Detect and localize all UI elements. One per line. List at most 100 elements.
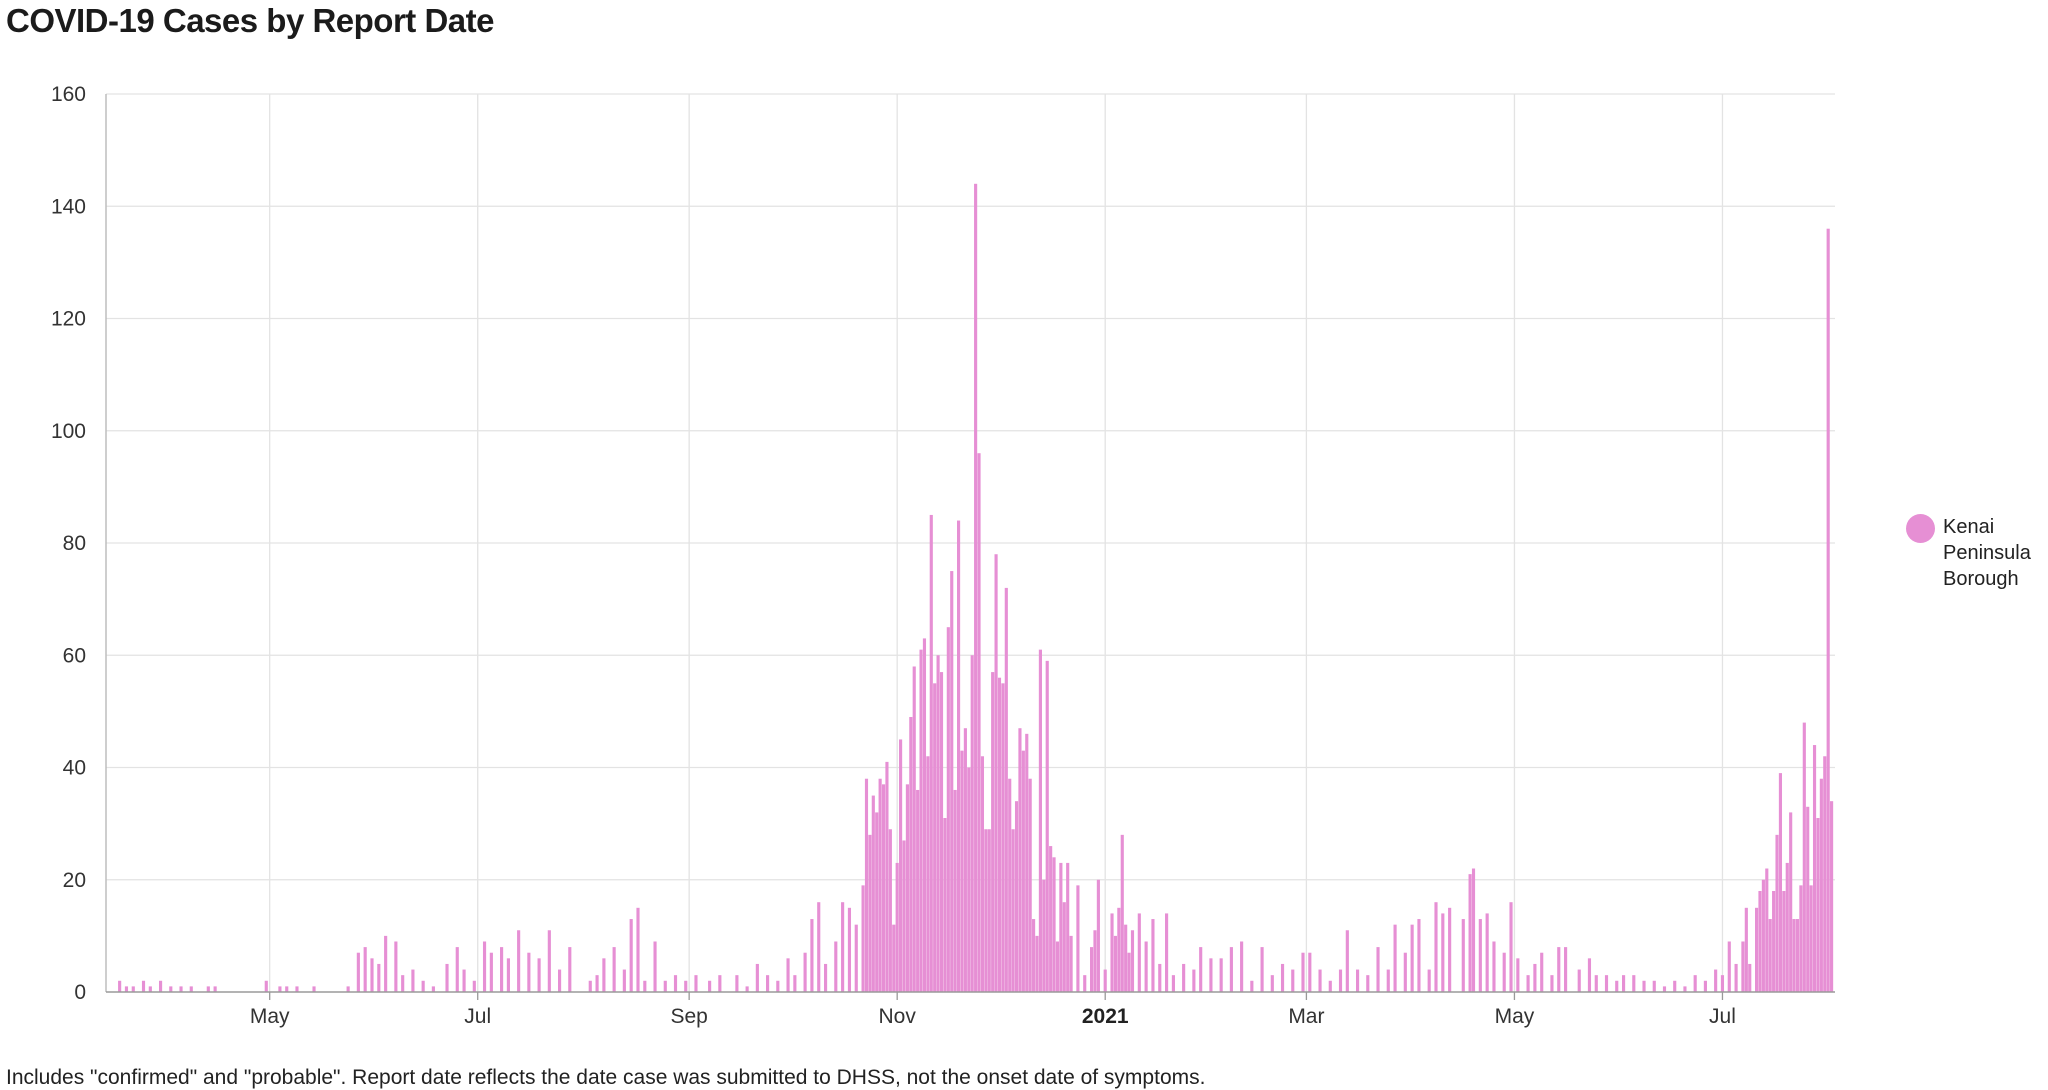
bar[interactable] [899, 739, 903, 992]
bar[interactable] [1042, 879, 1046, 992]
bar[interactable] [1171, 975, 1175, 992]
bar[interactable] [1819, 778, 1823, 992]
bar[interactable] [1632, 975, 1636, 992]
bar[interactable] [776, 980, 780, 992]
bar[interactable] [489, 952, 493, 992]
bar[interactable] [888, 829, 892, 992]
bar[interactable] [1025, 733, 1029, 992]
bar[interactable] [568, 947, 572, 992]
bar[interactable] [793, 975, 797, 992]
bar[interactable] [622, 969, 626, 992]
bar[interactable] [673, 975, 678, 992]
bar[interactable] [1540, 952, 1544, 992]
bar[interactable] [1468, 874, 1472, 992]
bar[interactable] [1124, 924, 1128, 992]
bar[interactable] [864, 778, 869, 992]
bar[interactable] [1209, 958, 1213, 992]
bar[interactable] [967, 767, 971, 993]
bar[interactable] [141, 980, 146, 992]
bar[interactable] [1151, 919, 1155, 992]
bar[interactable] [1182, 963, 1186, 992]
bar[interactable] [1338, 969, 1343, 992]
bar[interactable] [926, 756, 930, 992]
bar[interactable] [537, 958, 541, 992]
bar[interactable] [455, 947, 459, 992]
bar[interactable] [1761, 879, 1765, 992]
bar[interactable] [1165, 913, 1169, 992]
bar[interactable] [881, 784, 886, 992]
bar[interactable] [1028, 778, 1032, 992]
bar[interactable] [370, 958, 374, 992]
bar[interactable] [1356, 969, 1360, 992]
bar[interactable] [346, 986, 350, 992]
bar[interactable] [1502, 952, 1506, 992]
bar[interactable] [1758, 890, 1762, 992]
bar[interactable] [963, 728, 967, 992]
bar[interactable] [588, 980, 592, 992]
bar[interactable] [1485, 913, 1489, 992]
bar[interactable] [312, 986, 316, 992]
bar[interactable] [1799, 885, 1803, 992]
bar[interactable] [885, 761, 889, 992]
bar[interactable] [558, 969, 562, 992]
bar[interactable] [189, 986, 193, 992]
bar[interactable] [1720, 975, 1725, 992]
bar[interactable] [1059, 862, 1063, 992]
bar[interactable] [1830, 801, 1834, 992]
bar[interactable] [1069, 935, 1073, 993]
bar[interactable] [755, 963, 759, 992]
bar[interactable] [1137, 913, 1141, 992]
bar[interactable] [1403, 952, 1407, 992]
bar[interactable] [1727, 941, 1731, 992]
bar[interactable] [602, 958, 606, 992]
bar[interactable] [148, 986, 152, 992]
bar[interactable] [694, 975, 698, 992]
bar[interactable] [1328, 980, 1332, 992]
bar[interactable] [718, 975, 722, 992]
bar[interactable] [1478, 919, 1482, 992]
bar[interactable] [745, 986, 749, 992]
bar[interactable] [131, 986, 135, 992]
bar[interactable] [1509, 902, 1513, 992]
bar[interactable] [933, 683, 937, 992]
bar[interactable] [179, 986, 183, 992]
bar[interactable] [1366, 975, 1370, 992]
bar[interactable] [431, 986, 435, 992]
bar[interactable] [1035, 935, 1039, 993]
bar[interactable] [957, 520, 961, 992]
bar[interactable] [1127, 952, 1131, 992]
bar[interactable] [1038, 649, 1042, 992]
bar[interactable] [824, 963, 828, 992]
bar[interactable] [482, 941, 487, 992]
bar[interactable] [1734, 963, 1738, 992]
bar[interactable] [810, 919, 814, 992]
bar[interactable] [786, 958, 790, 992]
bar[interactable] [916, 789, 920, 992]
bar[interactable] [1673, 980, 1677, 992]
bar[interactable] [905, 784, 909, 992]
bar[interactable] [1809, 885, 1813, 992]
bar[interactable] [1001, 683, 1005, 992]
bar[interactable] [472, 980, 476, 992]
bar[interactable] [1117, 907, 1121, 992]
bar[interactable] [401, 975, 405, 992]
bar[interactable] [1622, 975, 1626, 992]
bar[interactable] [974, 183, 978, 993]
bar[interactable] [595, 975, 599, 992]
bar[interactable] [1011, 829, 1015, 992]
bar[interactable] [462, 969, 466, 992]
bar[interactable] [295, 986, 299, 992]
bar[interactable] [854, 924, 858, 992]
bar[interactable] [629, 919, 633, 992]
bar[interactable] [1441, 913, 1445, 992]
bar[interactable] [1785, 862, 1789, 992]
bar[interactable] [1642, 980, 1646, 992]
bar[interactable] [363, 947, 367, 992]
bar[interactable] [653, 941, 657, 992]
bar[interactable] [1806, 806, 1810, 992]
bar[interactable] [1604, 975, 1609, 992]
bar[interactable] [943, 818, 947, 992]
bar[interactable] [1550, 975, 1554, 992]
bar[interactable] [1199, 947, 1203, 992]
bar[interactable] [1049, 846, 1053, 992]
